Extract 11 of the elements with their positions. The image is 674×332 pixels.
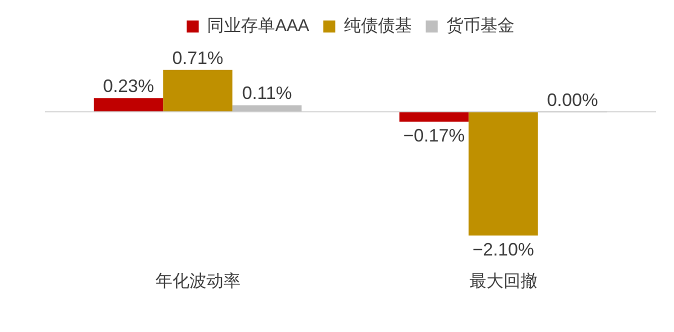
data-label: −0.17% <box>403 126 465 146</box>
data-label: 0.11% <box>242 83 292 104</box>
legend-label: 纯债债基 <box>344 16 412 36</box>
legend-label: 货币基金 <box>446 16 514 36</box>
data-label: −2.10% <box>472 240 534 260</box>
data-label: 0.00% <box>546 90 598 110</box>
x-tick-label: 年化波动率 <box>155 271 240 290</box>
data-label: 0.71% <box>172 48 224 68</box>
x-tick-label: 最大回撤 <box>469 271 538 290</box>
data-label: 0.23% <box>102 76 154 96</box>
legend-label: 同业存单AAA <box>207 16 310 36</box>
